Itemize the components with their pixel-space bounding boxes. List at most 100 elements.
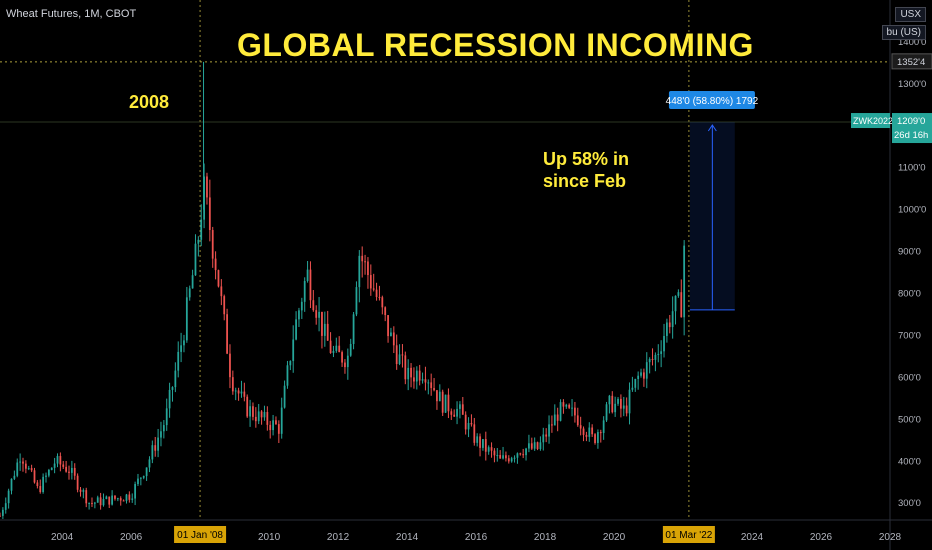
candle-body-96 xyxy=(275,420,277,425)
candle-body-91 xyxy=(260,411,263,418)
candle-body-203 xyxy=(582,428,585,435)
candle-body-124 xyxy=(355,287,358,315)
candle-body-71 xyxy=(203,176,205,220)
candle-body-238 xyxy=(683,245,686,318)
candle-body-193 xyxy=(553,414,556,426)
y-tick-3: 600'0 xyxy=(898,372,921,383)
candle-body-154 xyxy=(441,391,444,413)
candle-body-235 xyxy=(674,295,677,312)
candle-body-130 xyxy=(372,288,375,290)
candle-body-143 xyxy=(410,367,412,378)
chart-title: GLOBAL RECESSION INCOMING xyxy=(237,27,754,63)
label-2008: 2008 xyxy=(129,92,170,112)
candle-body-93 xyxy=(266,411,269,425)
candle-body-83 xyxy=(237,390,240,394)
candle-body-31 xyxy=(88,502,91,504)
candle-body-85 xyxy=(243,391,246,397)
candle-body-170 xyxy=(487,447,490,452)
candle-body-177 xyxy=(507,458,510,462)
candle-body-113 xyxy=(323,323,326,336)
candle-body-103 xyxy=(295,319,297,340)
candle-body-43 xyxy=(122,500,125,502)
candle-body-54 xyxy=(154,445,157,451)
candle-body-115 xyxy=(329,340,332,353)
candle-body-80 xyxy=(229,353,231,378)
candle-body-120 xyxy=(344,362,346,368)
candle-body-61 xyxy=(174,370,177,388)
candle-body-104 xyxy=(298,310,300,320)
candle-body-4 xyxy=(10,478,13,491)
candle-body-160 xyxy=(459,404,461,409)
candle-body-53 xyxy=(151,445,154,460)
candle-body-171 xyxy=(490,447,493,451)
candle-body-159 xyxy=(456,408,458,417)
candle-body-0 xyxy=(0,515,1,517)
candle-body-164 xyxy=(470,422,473,425)
unit-selector[interactable]: bu (US) xyxy=(881,25,926,40)
candle-body-90 xyxy=(257,411,260,422)
candle-body-176 xyxy=(505,455,507,459)
candle-body-218 xyxy=(625,405,628,414)
candle-body-153 xyxy=(438,391,441,402)
candle-body-163 xyxy=(467,422,470,430)
candle-body-89 xyxy=(254,416,257,422)
candle-body-114 xyxy=(326,323,329,341)
candle-body-189 xyxy=(542,434,545,443)
candle-body-223 xyxy=(640,372,642,376)
candle-body-55 xyxy=(157,437,159,451)
candle-body-175 xyxy=(502,455,504,459)
candle-body-121 xyxy=(346,355,349,368)
hline-price-text: 1352'4 xyxy=(897,57,925,68)
candle-body-87 xyxy=(249,406,251,417)
y-tick-11: 1400'0 xyxy=(898,37,926,48)
x-tick-12: 2028 xyxy=(879,532,902,543)
candle-body-62 xyxy=(177,351,180,371)
candle-body-138 xyxy=(395,345,398,364)
candle-body-22 xyxy=(62,464,65,467)
candle-body-97 xyxy=(277,424,280,434)
candle-body-32 xyxy=(91,502,93,504)
candle-body-110 xyxy=(315,310,318,318)
candle-body-12 xyxy=(33,470,36,483)
symbol-title: Wheat Futures, 1M, CBOT xyxy=(6,8,137,20)
candle-body-237 xyxy=(680,292,683,318)
candle-body-233 xyxy=(668,322,671,328)
candle-body-56 xyxy=(160,431,162,438)
candle-body-78 xyxy=(223,296,226,315)
x-tick-4: 2012 xyxy=(327,532,350,543)
candle-body-39 xyxy=(111,495,113,505)
candle-body-28 xyxy=(79,489,82,492)
candle-body-212 xyxy=(608,395,611,405)
candle-body-21 xyxy=(59,456,62,465)
currency-selector[interactable]: USX xyxy=(895,7,926,22)
candle-body-208 xyxy=(597,432,599,443)
candle-body-201 xyxy=(576,415,579,426)
candle-body-217 xyxy=(622,405,625,409)
candle-body-33 xyxy=(93,502,96,504)
candle-body-158 xyxy=(453,414,456,417)
candle-body-232 xyxy=(666,322,668,336)
candle-body-142 xyxy=(407,367,410,380)
candle-body-10 xyxy=(27,468,30,470)
candle-body-34 xyxy=(96,497,99,503)
candle-body-69 xyxy=(197,239,200,244)
candle-body-226 xyxy=(648,359,651,363)
candle-body-141 xyxy=(404,355,407,380)
candle-body-168 xyxy=(482,439,484,448)
candle-body-67 xyxy=(191,275,194,289)
candle-body-86 xyxy=(246,396,249,417)
hline-price-tag xyxy=(891,53,932,70)
candle-body-79 xyxy=(226,314,228,354)
candle-body-64 xyxy=(183,340,185,346)
up-annotation-line2: since Feb xyxy=(543,171,627,191)
candle-body-76 xyxy=(217,270,220,287)
measure-label-box xyxy=(668,91,755,110)
candle-body-169 xyxy=(484,439,487,452)
y-tick-8: 1100'0 xyxy=(898,163,926,174)
candle-body-179 xyxy=(513,457,516,459)
candle-body-207 xyxy=(594,434,596,443)
last-price-tag xyxy=(892,113,932,144)
candle-body-185 xyxy=(530,443,533,449)
y-tick-7: 1000'0 xyxy=(898,205,926,216)
